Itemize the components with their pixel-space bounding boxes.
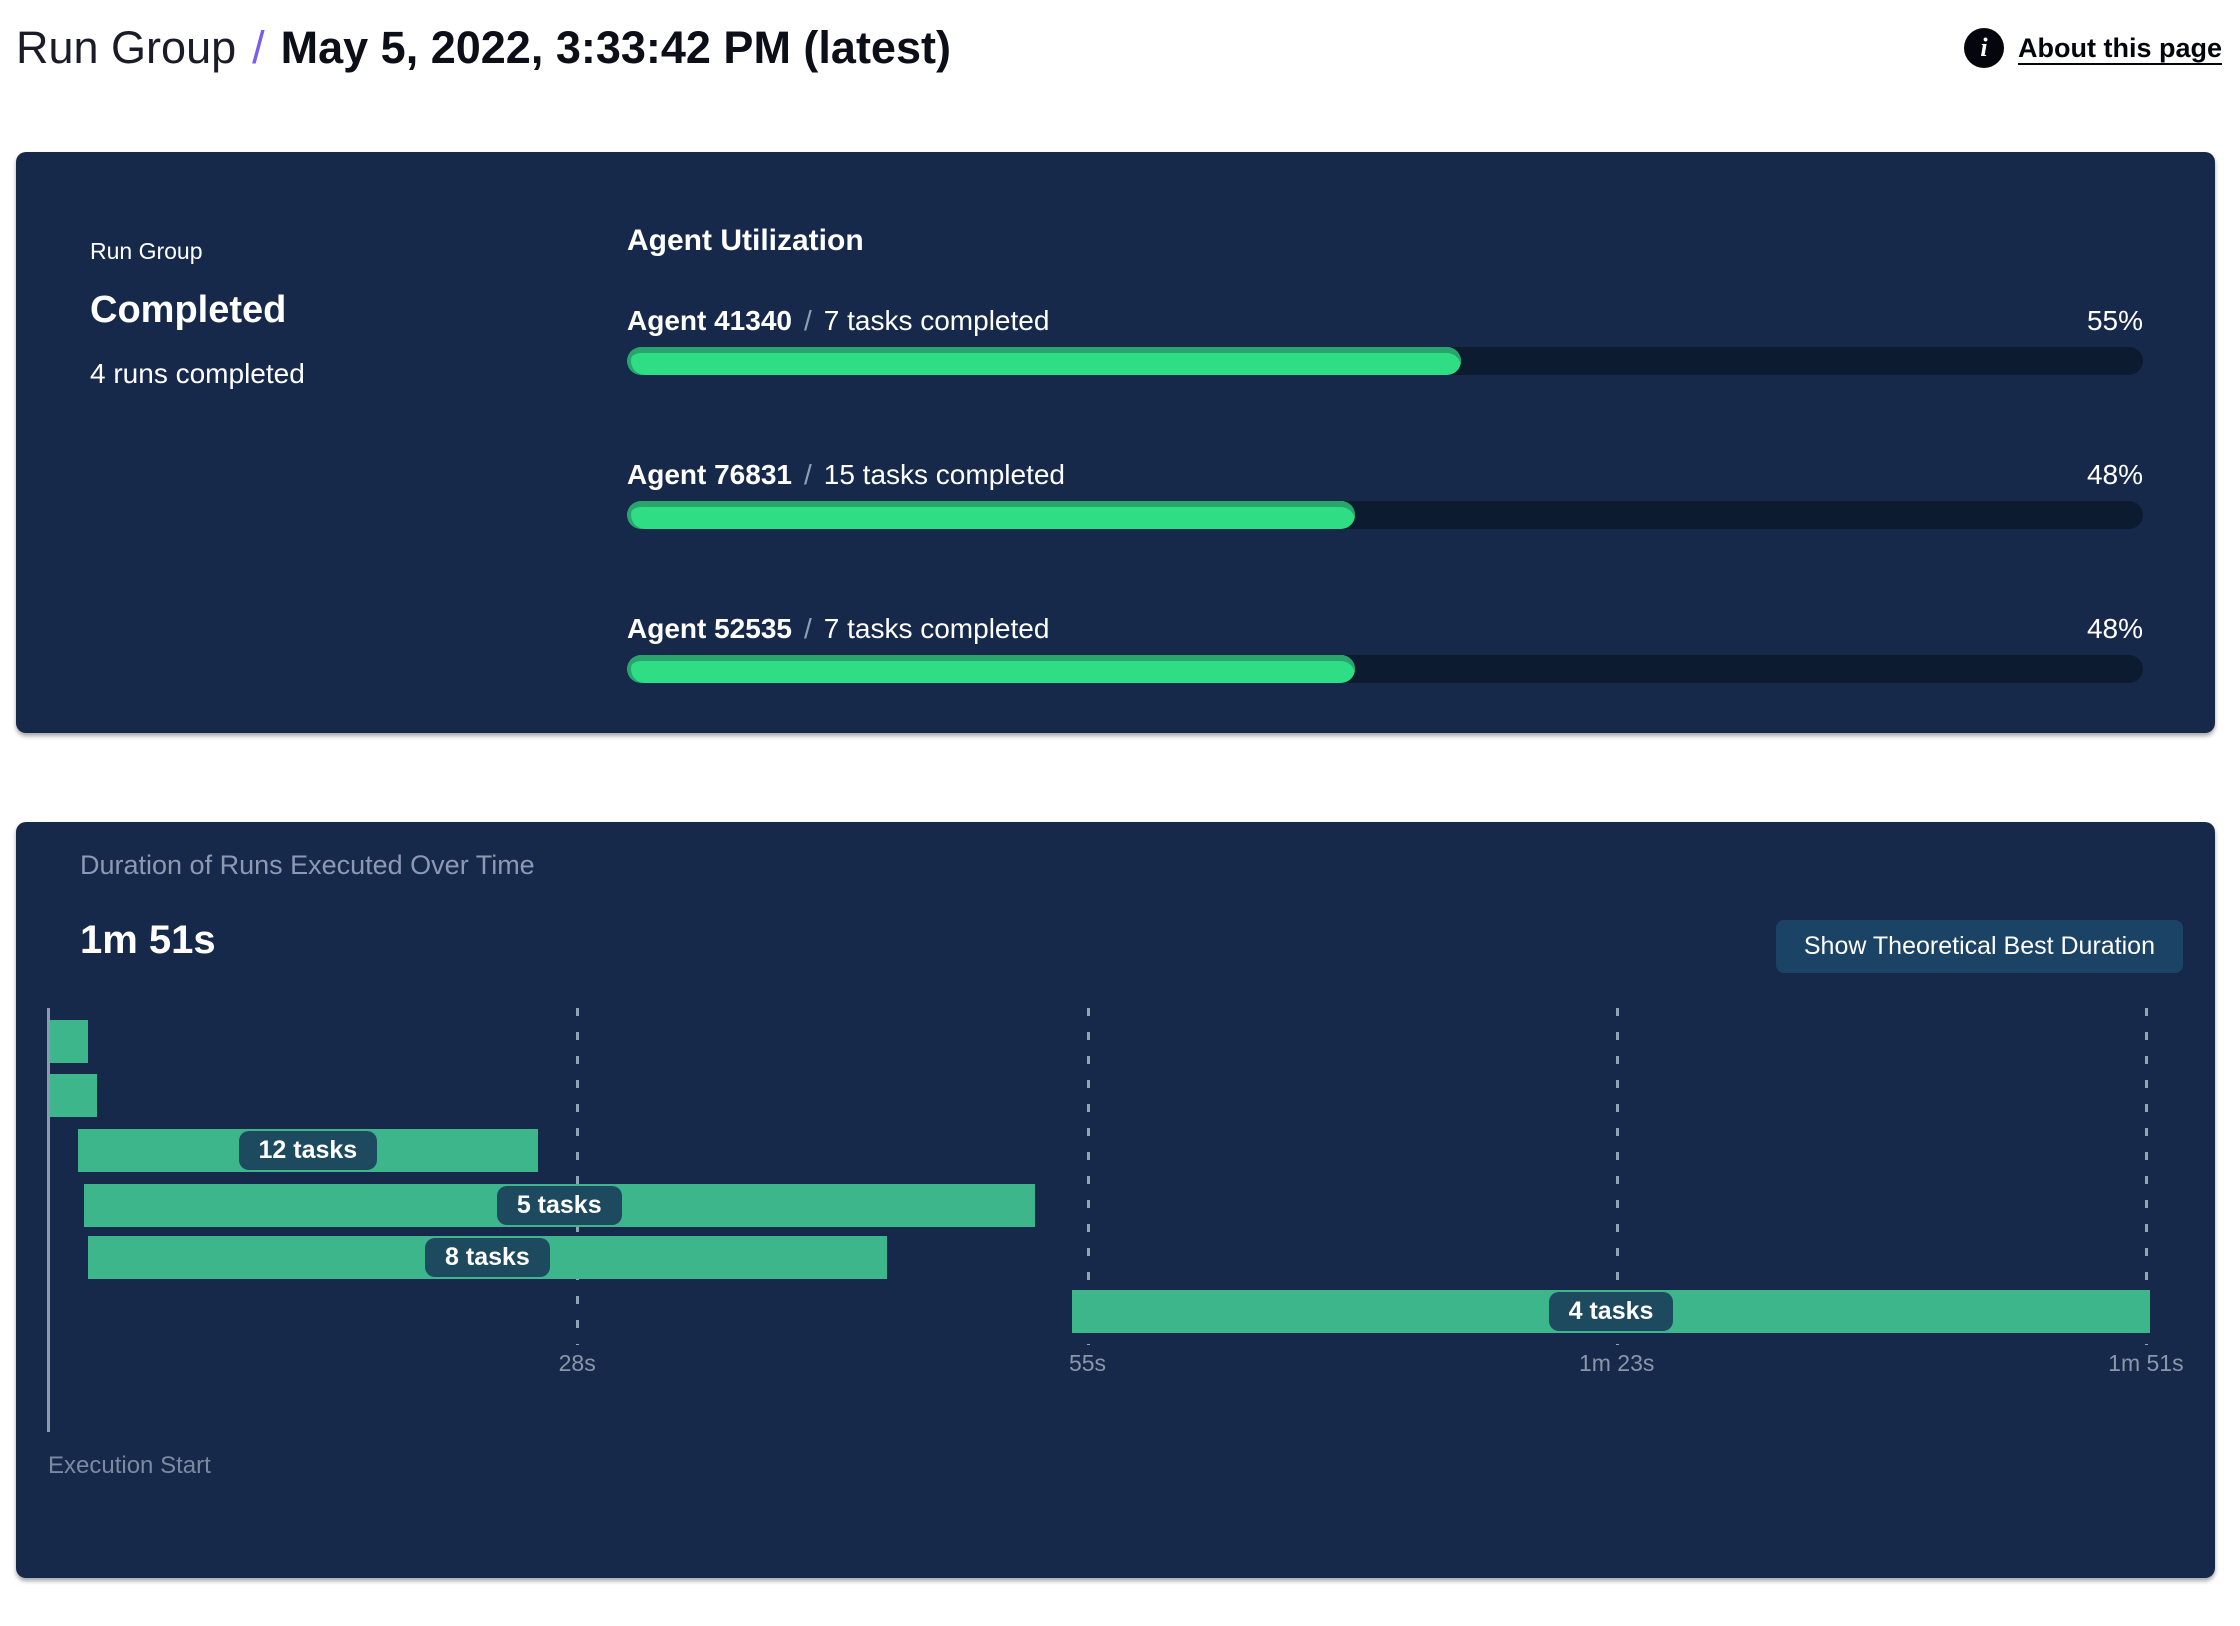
agent-utilization-percent: 55% [2086, 305, 2143, 336]
gantt-bar: 12 tasks [78, 1129, 538, 1172]
total-duration: 1m 51s [80, 918, 216, 962]
gantt-bar: 4 tasks [1072, 1290, 2150, 1333]
page-title: May 5, 2022, 3:33:42 PM (latest) [280, 22, 951, 73]
chart-gridline [1615, 1008, 1619, 1345]
agent-name: Agent 52535 [627, 613, 792, 644]
task-count-badge: 5 tasks [496, 1186, 622, 1225]
agent-utilization-section: Agent Utilization Agent 41340 / 7 tasks … [627, 224, 2143, 767]
gantt-bar: 8 tasks [87, 1236, 888, 1279]
execution-start-label: Execution Start [48, 1452, 211, 1479]
agent-utilization-percent: 48% [2086, 459, 2143, 490]
utilization-progress-fill [627, 501, 1355, 529]
agent-utilization-title: Agent Utilization [627, 224, 864, 257]
utilization-progress-track [627, 347, 2143, 375]
agent-name: Agent 41340 [627, 305, 792, 336]
breadcrumb-run-group[interactable]: Run Group [16, 22, 237, 73]
chart-title: Duration of Runs Executed Over Time [80, 850, 535, 880]
agent-name: Agent 76831 [627, 459, 792, 490]
agent-label-line: Agent 76831 / 15 tasks completed 48% [627, 459, 2143, 491]
run-group-status: Run Group Completed 4 runs completed [90, 238, 305, 390]
chart-gridline [576, 1008, 580, 1345]
agent-tasks-completed: 7 tasks completed [823, 305, 1050, 336]
axis-tick-label: 1m 23s [1578, 1350, 1655, 1376]
utilization-progress-track [627, 655, 2143, 683]
agent-separator: / [803, 459, 812, 490]
axis-tick-label: 28s [558, 1350, 596, 1376]
status-value: Completed [90, 289, 287, 331]
agent-utilization-row: Agent 76831 / 15 tasks completed 48% [627, 459, 2143, 529]
agent-utilization-row: Agent 52535 / 7 tasks completed 48% [627, 613, 2143, 683]
agent-tasks-completed: 7 tasks completed [823, 613, 1050, 644]
agent-label-line: Agent 41340 / 7 tasks completed 55% [627, 305, 2143, 337]
gantt-bar [49, 1074, 98, 1117]
about-this-page: i About this page [1964, 28, 2222, 68]
agent-tasks-completed: 15 tasks completed [823, 459, 1065, 490]
duration-chart-panel: Duration of Runs Executed Over Time 1m 5… [16, 822, 2215, 1578]
axis-tick-label: 55s [1068, 1350, 1107, 1376]
task-count-badge: 4 tasks [1548, 1292, 1674, 1331]
task-count-badge: 8 tasks [425, 1238, 550, 1277]
axis-tick-label: 1m 51s [2108, 1350, 2184, 1376]
show-theoretical-best-duration-button[interactable]: Show Theoretical Best Duration [1775, 920, 2183, 973]
agent-utilization-row: Agent 41340 / 7 tasks completed 55% [627, 305, 2143, 375]
agent-separator: / [803, 305, 812, 336]
utilization-progress-fill [627, 655, 1355, 683]
agent-label-line: Agent 52535 / 7 tasks completed 48% [627, 613, 2143, 645]
agent-separator: / [803, 613, 812, 644]
execution-start-axis-line [47, 1008, 50, 1432]
chart-gridline [2144, 1008, 2148, 1345]
agent-utilization-percent: 48% [2086, 613, 2143, 644]
status-label: Run Group [90, 238, 203, 264]
run-group-summary-panel: Run Group Completed 4 runs completed Age… [16, 152, 2215, 733]
chart-gridline [1086, 1008, 1090, 1345]
about-this-page-link[interactable]: About this page [2018, 32, 2222, 63]
info-icon[interactable]: i [1964, 28, 2004, 68]
task-count-badge: 12 tasks [238, 1131, 378, 1170]
utilization-progress-fill [627, 347, 1461, 375]
gantt-bar [49, 1020, 88, 1063]
gantt-bar: 5 tasks [83, 1184, 1035, 1227]
page-header: Run Group / May 5, 2022, 3:33:42 PM (lat… [0, 0, 2240, 96]
breadcrumb: Run Group / May 5, 2022, 3:33:42 PM (lat… [16, 22, 951, 74]
utilization-progress-track [627, 501, 2143, 529]
status-subtitle: 4 runs completed [90, 358, 305, 389]
breadcrumb-separator: / [252, 22, 265, 73]
